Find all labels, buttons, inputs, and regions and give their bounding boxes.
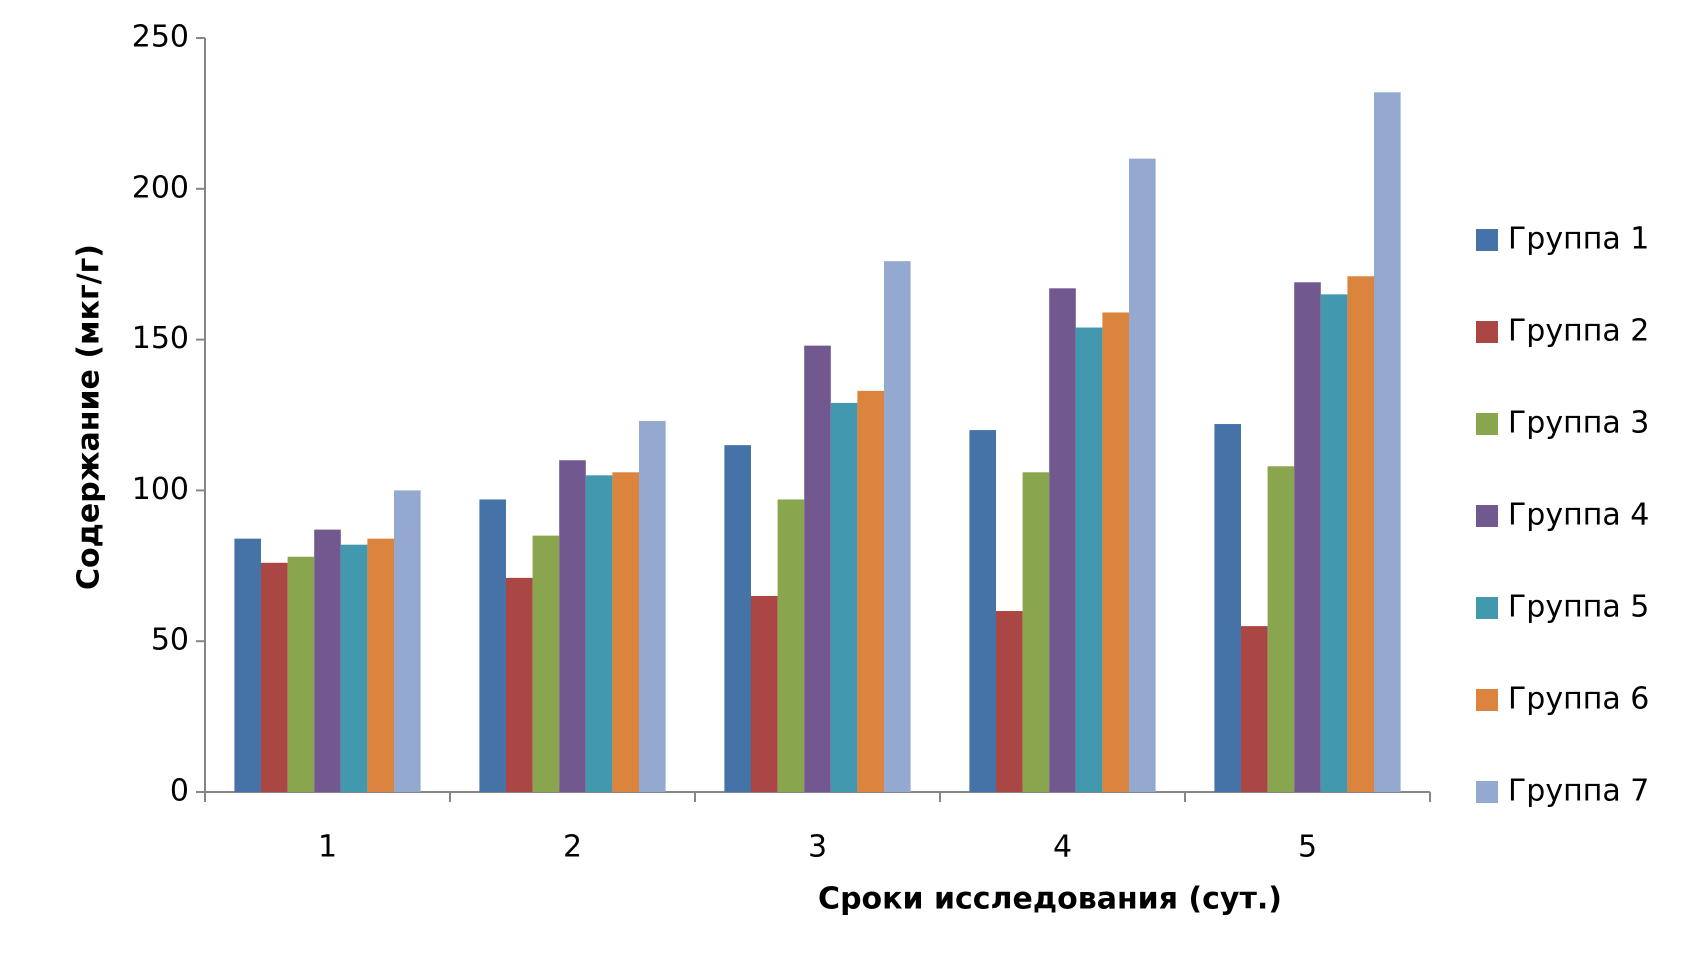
x-tick-label: 4 <box>1053 830 1072 865</box>
bar <box>1347 276 1374 792</box>
y-tick-label: 200 <box>132 170 189 205</box>
y-tick-label: 150 <box>132 321 189 356</box>
bar <box>506 577 533 792</box>
bar <box>261 562 288 792</box>
bar <box>532 535 560 792</box>
legend-swatch <box>1476 321 1498 343</box>
x-tick-label: 2 <box>563 830 582 865</box>
bar <box>857 390 884 792</box>
legend-text: Группа 7 <box>1508 774 1649 809</box>
bar <box>394 490 421 792</box>
legend-text: Группа 2 <box>1508 314 1649 349</box>
bar <box>612 472 639 792</box>
bar <box>1241 626 1268 792</box>
bar <box>1102 312 1129 792</box>
bar <box>1049 288 1076 792</box>
legend-text: Группа 6 <box>1508 682 1649 717</box>
y-axis-title: Содержание (мкг/г) <box>72 244 107 590</box>
bar <box>1075 327 1103 792</box>
bar <box>367 538 394 792</box>
bar <box>1294 282 1321 792</box>
bar <box>1022 472 1050 792</box>
legend-swatch <box>1476 689 1498 711</box>
x-tick-label: 3 <box>808 830 827 865</box>
bar <box>969 430 996 792</box>
x-tick-label: 1 <box>318 830 337 865</box>
bar <box>1129 158 1156 792</box>
bar <box>585 475 613 792</box>
legend-swatch <box>1476 505 1498 527</box>
bar <box>1320 294 1348 792</box>
x-tick-label: 5 <box>1298 830 1317 865</box>
bar <box>1214 424 1241 792</box>
bar <box>559 460 586 792</box>
y-tick-label: 0 <box>170 774 189 809</box>
bar <box>804 345 831 792</box>
y-tick-label: 100 <box>132 472 189 507</box>
x-axis-title: Сроки исследования (сут.) <box>818 882 1282 917</box>
legend-text: Группа 4 <box>1508 498 1649 533</box>
bar <box>479 499 506 792</box>
legend-swatch <box>1476 781 1498 803</box>
bar <box>777 499 805 792</box>
bar <box>314 529 341 792</box>
bar <box>884 261 911 793</box>
bar <box>1267 466 1295 792</box>
legend-text: Группа 3 <box>1508 406 1649 441</box>
legend-swatch <box>1476 229 1498 251</box>
y-tick-label: 250 <box>132 20 189 55</box>
bar <box>996 611 1023 792</box>
bar <box>830 402 858 792</box>
bar <box>287 556 315 792</box>
bar <box>234 538 261 792</box>
bar <box>340 544 368 792</box>
legend-swatch <box>1476 413 1498 435</box>
bar <box>724 445 751 792</box>
legend-swatch <box>1476 597 1498 619</box>
bar <box>751 595 778 792</box>
bar <box>639 421 666 792</box>
bar <box>1374 92 1401 792</box>
legend-text: Группа 5 <box>1508 590 1649 625</box>
y-tick-label: 50 <box>151 623 189 658</box>
legend-text: Группа 1 <box>1508 222 1649 257</box>
